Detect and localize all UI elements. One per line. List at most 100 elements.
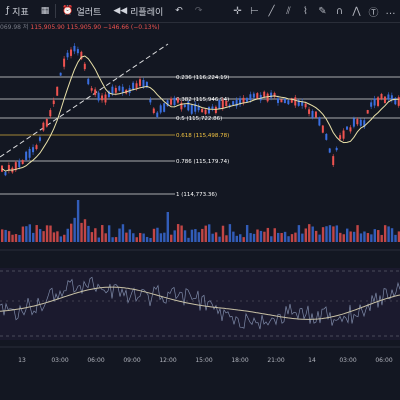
candle-body — [59, 72, 62, 76]
candle-body — [142, 79, 145, 87]
more-tools-icon[interactable]: … — [385, 5, 396, 17]
time-axis-label: 03:00 — [51, 357, 68, 364]
candle-body — [87, 78, 90, 85]
volume-bar — [118, 228, 121, 242]
candle-body — [266, 93, 269, 102]
candle-body — [252, 93, 255, 98]
layout-button[interactable]: ▦ — [35, 0, 56, 22]
replay-icon: ◀◀ — [113, 6, 128, 16]
candle-body — [377, 97, 380, 106]
volume-bar — [28, 224, 31, 242]
candle-body — [332, 156, 335, 166]
parallel-channel-icon[interactable]: ⫽ — [286, 5, 291, 17]
volume-bar — [263, 231, 266, 242]
volume-bar — [270, 236, 273, 242]
candle-body — [366, 110, 369, 114]
volume-bar — [266, 227, 270, 242]
candle-body — [180, 102, 183, 110]
candle-body — [211, 106, 214, 109]
volume-bar — [128, 229, 132, 242]
volume-bar — [25, 226, 28, 242]
volume-bar — [194, 229, 197, 242]
moving-average-line — [1, 55, 399, 172]
volume-bar — [321, 227, 325, 242]
volume-bar — [21, 226, 25, 242]
volume-bar — [11, 234, 14, 242]
candle-body — [370, 102, 373, 107]
volume-bar — [304, 228, 307, 242]
candle-body — [173, 97, 176, 106]
drawing-tools: ✛ ⊢ ╱ ⫽ ⌇ ✎ ∩ ⋀ Ⓣ … — [230, 0, 398, 22]
crosshair-cursor-icon[interactable]: ✛ — [233, 5, 242, 17]
volume-bar — [370, 234, 373, 242]
candle-body — [152, 108, 155, 114]
horizontal-ray-icon[interactable]: ⊢ — [250, 5, 259, 17]
pattern-icon[interactable]: ⋀ — [352, 5, 361, 17]
undo-button[interactable]: ↶ — [169, 0, 189, 22]
trend-line-icon[interactable]: ╱ — [268, 5, 275, 17]
candle-body — [45, 119, 48, 127]
volume-bar — [45, 225, 49, 242]
candle-body — [325, 133, 328, 140]
candle-body — [208, 107, 210, 114]
volume-bar — [387, 226, 390, 242]
candle-body — [311, 110, 314, 118]
volume-bar — [301, 233, 304, 242]
zigzag-icon[interactable]: ⌇ — [303, 5, 308, 17]
candle-body — [204, 109, 207, 114]
candle-body — [18, 160, 21, 168]
candle-body — [83, 63, 86, 70]
replay-button[interactable]: ◀◀ 리플레이 — [107, 0, 169, 22]
candle-body — [56, 86, 59, 96]
volume-bar — [390, 228, 394, 242]
time-axis-label: 13 — [18, 357, 26, 364]
text-tool-icon[interactable]: Ⓣ — [368, 7, 379, 19]
fib-level-label: 1 (114,773.36) — [176, 192, 217, 198]
ohlc-change: −146.66 (−0.13%) — [102, 24, 160, 31]
redo-button[interactable]: ↷ — [189, 0, 209, 22]
trend-line — [0, 43, 169, 158]
volume-bar — [221, 225, 225, 242]
volume-bar — [76, 200, 80, 242]
brush-icon[interactable]: ✎ — [318, 5, 327, 17]
indicators-label: 지표 — [12, 7, 29, 18]
indicators-button[interactable]: ƒ 지표 — [0, 0, 35, 22]
price-chart[interactable]: 0.236 (116,224.19) 0.382 (115,946.94) 0.5 … — [0, 22, 400, 400]
candle-body — [166, 100, 169, 107]
volume-bar — [197, 232, 201, 242]
volume-bar — [101, 225, 104, 242]
time-axis-label: 15:00 — [195, 357, 212, 364]
candle-body — [318, 117, 321, 126]
volume-bar — [83, 219, 87, 242]
candle-body — [80, 51, 83, 60]
candle-body — [294, 97, 297, 106]
candle-body — [107, 91, 110, 98]
volume-bar — [56, 231, 59, 242]
volume-bar — [7, 231, 11, 242]
alarm-clock-icon: ⏰ — [62, 6, 74, 16]
time-axis-label: 18:00 — [231, 357, 248, 364]
candle-body — [221, 99, 224, 109]
oscillator-main-line — [0, 286, 400, 320]
candle-body — [14, 162, 17, 171]
volume-bar — [349, 231, 352, 242]
alerts-button[interactable]: ⏰ 얼러트 — [56, 0, 107, 22]
candle-body — [352, 118, 355, 127]
candle-body — [349, 127, 352, 132]
volume-bar — [256, 229, 259, 242]
volume-bar — [363, 231, 366, 242]
magnet-icon[interactable]: ∩ — [335, 5, 344, 17]
candle-body — [383, 96, 386, 104]
candle-body — [156, 112, 159, 117]
volume-bar — [183, 230, 187, 242]
volume-bar — [66, 228, 69, 242]
candle-body — [4, 172, 7, 176]
volume-bar — [176, 224, 180, 242]
volume-bar — [135, 237, 138, 242]
volume-bar — [325, 226, 328, 242]
ohlc-close: 115,905.90 — [66, 24, 102, 31]
candle-body — [32, 147, 35, 153]
ohlc-low: 115,905.90 — [30, 24, 65, 31]
volume-bar — [49, 225, 52, 242]
volume-bar — [308, 224, 311, 242]
